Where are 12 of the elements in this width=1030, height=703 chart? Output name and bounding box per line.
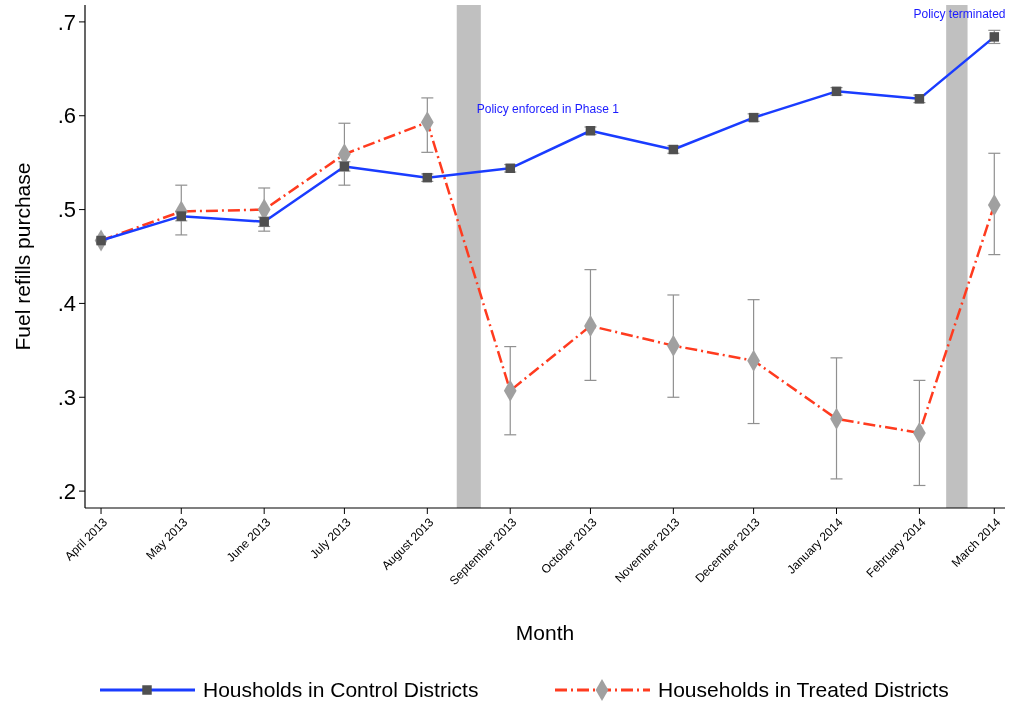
band-label: Policy terminated <box>913 7 1006 21</box>
legend-label: Households in Treated Districts <box>658 678 949 702</box>
y-tick-label: .7 <box>57 9 76 35</box>
band-label: Policy enforced in Phase 1 <box>476 102 620 116</box>
y-tick-label: .4 <box>57 291 76 317</box>
y-tick-label: .3 <box>57 384 76 410</box>
legend-label: Housholds in Control Districts <box>203 678 479 702</box>
y-tick-label: .2 <box>57 478 76 504</box>
x-axis-title: Month <box>515 621 575 644</box>
y-tick-label: .5 <box>57 197 76 223</box>
y-axis-title: Fuel refills purchase <box>11 162 34 351</box>
y-tick-label: .6 <box>57 103 76 129</box>
